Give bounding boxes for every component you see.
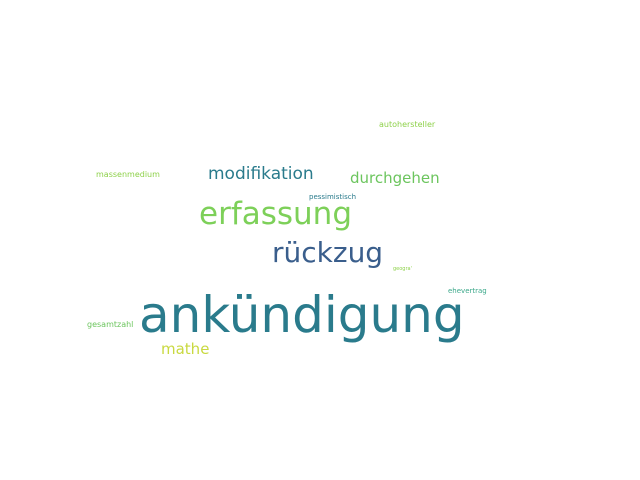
word-massenmedium: massenmedium [96,170,160,179]
word-rueckzug: rückzug [272,236,384,269]
word-mathe: mathe [161,340,210,358]
word-durchgehen: durchgehen [350,169,440,187]
word-ankuendigung: ankündigung [139,286,465,344]
word-geogra: geogra' [393,266,412,272]
word-ehevertrag: ehevertrag [448,287,487,295]
word-autohersteller: autohersteller [379,120,436,129]
word-pessimistisch: pessimistisch [309,193,357,201]
word-erfassung: erfassung [199,196,353,232]
word-modifikation: modifikation [208,164,314,184]
word-gesamtzahl: gesamtzahl [87,320,134,329]
